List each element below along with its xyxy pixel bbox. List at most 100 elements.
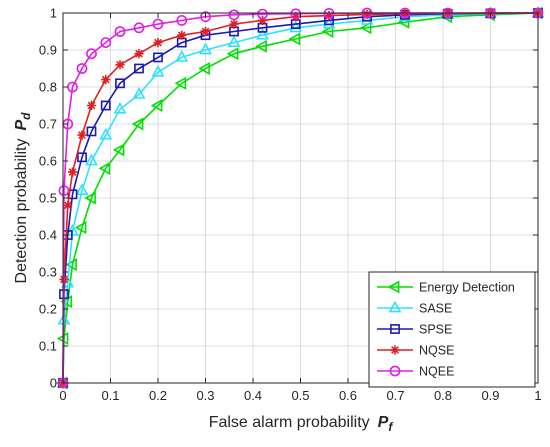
data-point: [322, 16, 336, 29]
legend: Energy Detection SASE SPSE NQSE NQEE: [368, 271, 536, 388]
legend-item: SASE: [377, 300, 452, 316]
data-point: [101, 75, 111, 85]
y-tick-label: 0.3: [39, 265, 57, 280]
data-point: [360, 13, 374, 25]
data-point: [152, 18, 164, 30]
data-point: [114, 26, 126, 37]
y-tick-label: 0.6: [39, 154, 57, 169]
legend-marker: [387, 280, 400, 294]
data-point: [200, 11, 211, 23]
legend-marker: [390, 345, 400, 355]
series-line: [62, 12, 539, 384]
x-axis-symbol: P: [378, 414, 389, 431]
y-axis-symbol: P: [13, 120, 30, 131]
data-point: [100, 100, 111, 111]
x-tick-label: 0.7: [386, 388, 404, 403]
y-tick-label: 0.1: [39, 339, 57, 354]
grid: [62, 12, 539, 384]
series-line: [62, 12, 539, 384]
data-point: [86, 48, 97, 60]
data-point: [257, 8, 268, 20]
data-point: [76, 63, 88, 74]
data-point: [65, 258, 77, 272]
data-point: [75, 183, 89, 195]
data-point: [134, 49, 144, 59]
y-axis-label: Detection probability Pd: [13, 112, 33, 284]
data-point: [132, 87, 146, 99]
data-point: [291, 12, 301, 22]
y-tick-label: 1: [50, 6, 57, 21]
data-point: [153, 38, 163, 48]
x-tick-label: 0.3: [196, 388, 214, 403]
series-sase: [56, 5, 545, 388]
y-tick-label: 0.8: [39, 80, 57, 95]
data-point: [228, 9, 240, 21]
data-point: [131, 117, 144, 131]
data-point: [67, 189, 78, 200]
data-point: [227, 35, 241, 48]
data-point: [324, 10, 334, 21]
x-axis-subscript: f: [388, 420, 393, 434]
x-tick-label: 0.2: [149, 388, 167, 403]
data-point: [98, 161, 111, 175]
data-point: [115, 78, 125, 89]
data-point: [86, 126, 97, 137]
data-point: [256, 27, 269, 40]
x-tick-label: 1: [534, 388, 541, 403]
data-point: [229, 19, 239, 29]
data-point: [99, 127, 113, 140]
legend-label: NQSE: [419, 344, 454, 358]
data-point: [175, 50, 189, 62]
y-tick-label: 0.5: [39, 191, 57, 206]
y-axis-label-text: Detection probability: [13, 139, 30, 284]
y-tick-label: 0.2: [39, 302, 57, 317]
data-point: [74, 221, 87, 235]
y-tick-label: 0.7: [39, 117, 57, 132]
data-point: [289, 20, 303, 33]
x-tick-label: 0.8: [434, 388, 452, 403]
legend-marker: [389, 365, 401, 377]
x-tick-label: 0.4: [244, 388, 262, 403]
data-point: [151, 64, 165, 77]
legend-item: NQEE: [377, 365, 454, 379]
data-point: [85, 153, 98, 166]
legend-label: SASE: [419, 302, 452, 316]
data-point: [226, 47, 239, 61]
y-tick-label: 0.4: [39, 228, 57, 243]
data-point: [100, 37, 112, 48]
data-point: [58, 185, 70, 196]
data-point: [77, 130, 87, 140]
x-tick-label: 0: [59, 388, 66, 403]
axes: 0 0.1 0.2 0.3 0.4 0.5 0.6 0.7 0.8 0.9 1 0 0.1 0.2 0.3 0…: [39, 6, 542, 404]
data-point: [67, 167, 78, 177]
x-tick-label: 0.1: [101, 388, 119, 403]
data-point: [321, 25, 334, 38]
data-point: [255, 39, 267, 53]
data-point: [177, 30, 187, 40]
data-point: [112, 143, 125, 157]
data-point: [174, 76, 187, 90]
x-axis-label: False alarm probability Pf: [209, 414, 394, 434]
legend-item: NQSE: [377, 344, 454, 358]
y-tick-label: 0: [50, 376, 57, 391]
y-axis-subscript: d: [19, 112, 33, 120]
data-point: [134, 63, 144, 74]
x-tick-label: 0.5: [291, 388, 309, 403]
data-point: [77, 152, 87, 163]
legend-marker: [388, 300, 402, 313]
x-axis-label-text: False alarm probability: [209, 414, 370, 431]
data-point: [133, 22, 145, 34]
x-tick-label: 0.9: [481, 388, 499, 403]
data-point: [176, 14, 188, 26]
data-point: [362, 9, 372, 20]
legend-label: Energy Detection: [419, 281, 515, 295]
x-tick-label: 0.6: [339, 388, 357, 403]
legend-label: SPSE: [419, 323, 452, 337]
series-line: [62, 12, 539, 384]
plot-frame: [62, 12, 539, 384]
legend-marker: [390, 324, 400, 334]
data-point: [115, 60, 125, 70]
legend-label: NQEE: [419, 365, 454, 379]
data-point: [257, 15, 268, 25]
